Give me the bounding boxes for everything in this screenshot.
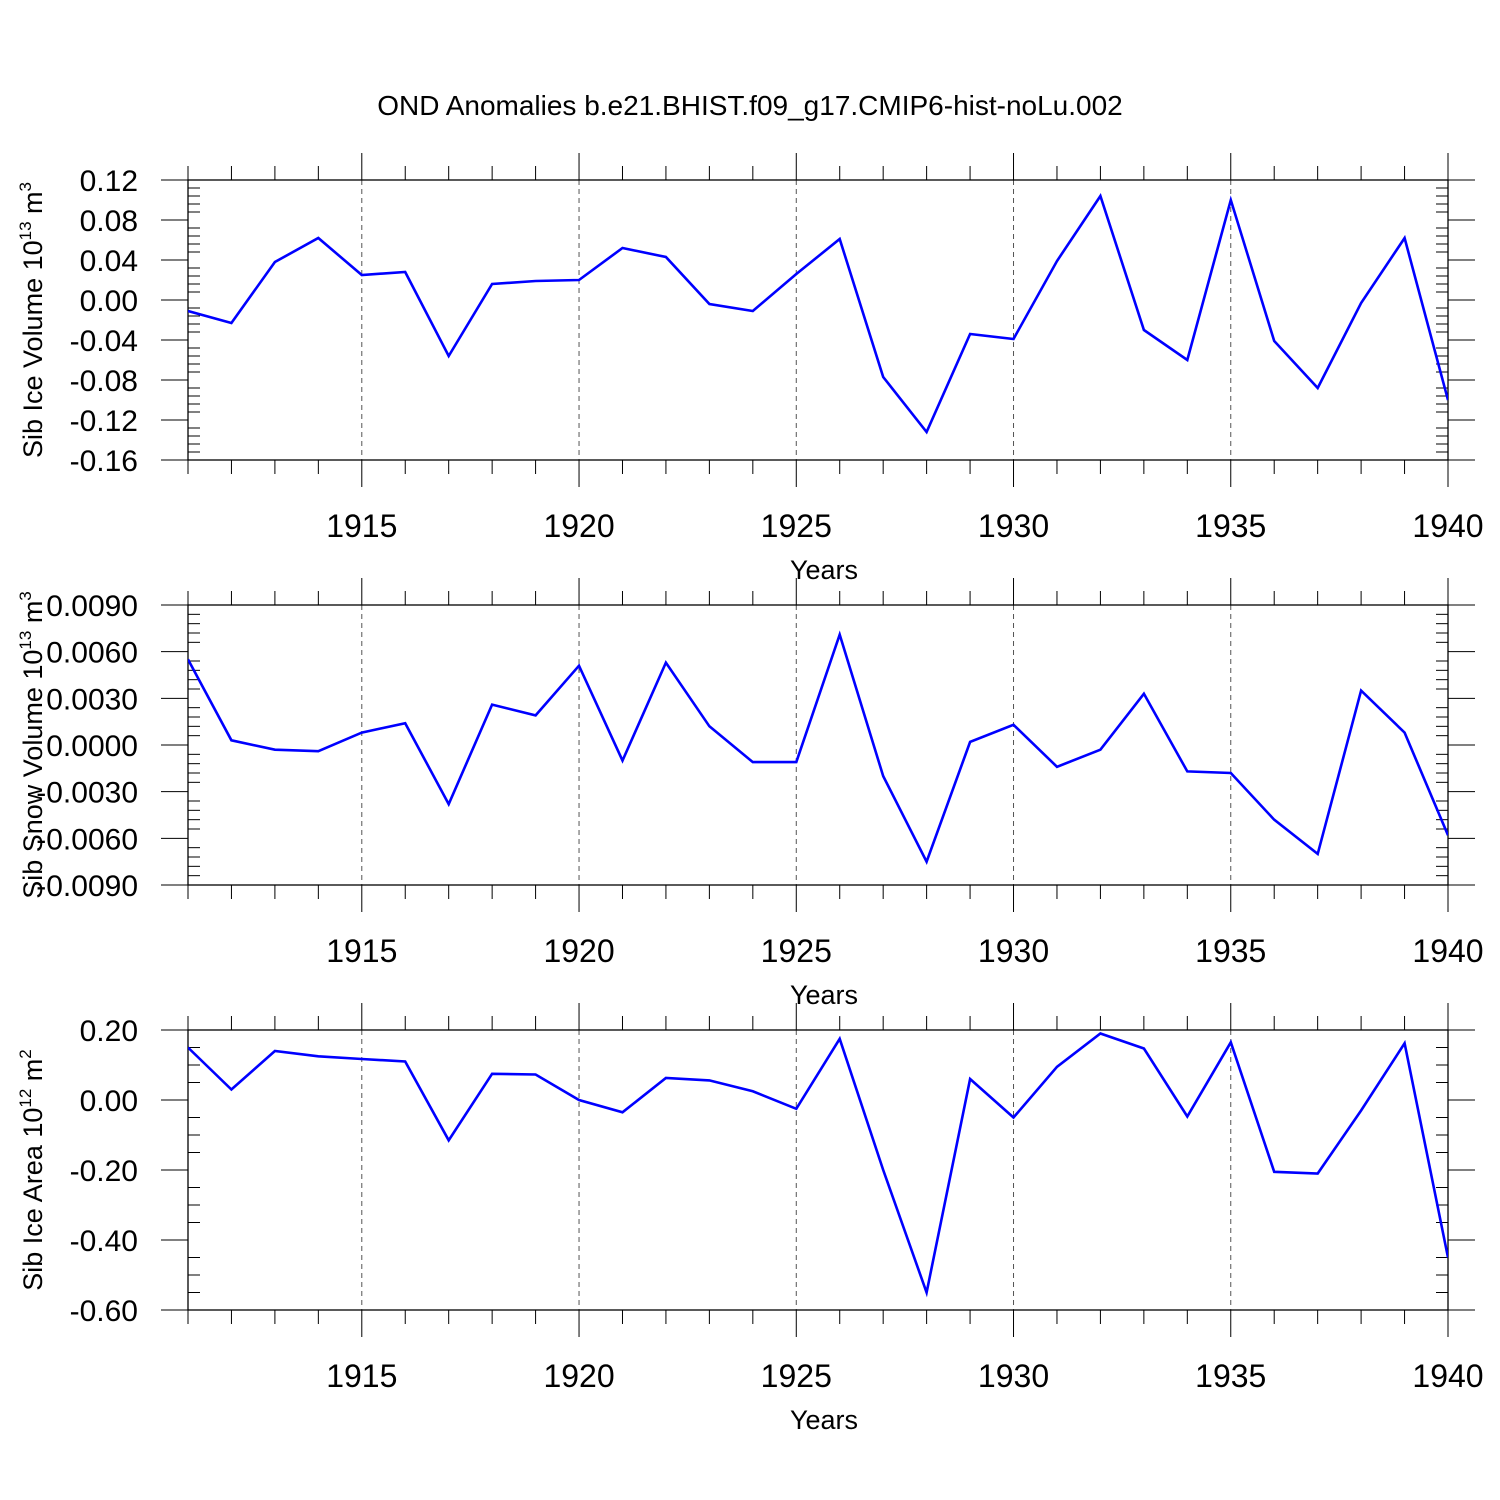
- y-tick-label: 0.20: [80, 1015, 138, 1048]
- y-axis-title-exponent: 13: [16, 631, 35, 650]
- x-tick-label: 1925: [761, 1358, 832, 1394]
- y-axis-title-text: Sib Snow Volume 10: [18, 650, 48, 899]
- y-tick-label: -0.08: [70, 365, 138, 398]
- y-axis-title-unit-exponent: 2: [16, 1049, 35, 1058]
- x-tick-label: 1915: [326, 1358, 397, 1394]
- x-tick-label: 1930: [978, 1358, 1049, 1394]
- y-axis-title-text: Sib Ice Area 10: [18, 1108, 48, 1291]
- chart-panel-2: 0.0090 0.0060 0.0030 0.0000 -0.0030 -0.0060 -0…: [16, 578, 1484, 1010]
- y-axis-title-exponent: 12: [16, 1089, 35, 1108]
- y-tick-label: 0.0060: [46, 637, 138, 670]
- x-tick-label: 1935: [1195, 508, 1266, 544]
- x-tick-label: 1930: [978, 933, 1049, 969]
- y-tick-label: -0.0090: [36, 870, 138, 903]
- y-tick-label: 0.00: [80, 285, 138, 318]
- y-tick-label: -0.0030: [36, 777, 138, 810]
- x-tick-label: 1940: [1412, 933, 1483, 969]
- x-tick-label: 1925: [761, 508, 832, 544]
- y-axis-title-unit: m: [18, 191, 48, 221]
- x-axis-title: Years: [790, 980, 858, 1010]
- y-axis-title: Sib Ice Volume 1013 m3: [16, 182, 48, 458]
- x-tick-label: 1935: [1195, 1358, 1266, 1394]
- y-tick-label: 0.04: [80, 245, 138, 278]
- plot-frame: [187, 604, 1449, 886]
- series-line: [188, 1032, 1448, 1298]
- y-axis-title-unit: m: [18, 601, 48, 631]
- chart-panel-1: 0.12 0.08 0.04 0.00 -0.04 -0.08 -0.12 -0.16 1915…: [16, 153, 1484, 585]
- y-axis-title-unit-exponent: 3: [16, 182, 35, 191]
- x-tick-label: 1920: [543, 933, 614, 969]
- x-tick-label: 1940: [1412, 508, 1483, 544]
- y-tick-label: 0.0000: [46, 730, 138, 763]
- series-line: [188, 630, 1448, 865]
- y-axis-title-exponent: 13: [16, 221, 35, 240]
- y-tick-label: -0.20: [70, 1155, 138, 1188]
- y-axis-title: Sib Ice Area 1012 m2: [16, 1049, 48, 1291]
- x-axis-title: Years: [790, 1405, 858, 1435]
- y-axis-title-unit: m: [18, 1059, 48, 1089]
- y-tick-label: -0.16: [70, 445, 138, 478]
- plot-frame: [187, 179, 1449, 461]
- x-axis-title: Years: [790, 555, 858, 585]
- y-axis-title-text: Sib Ice Volume 10: [18, 240, 48, 458]
- y-tick-label: -0.04: [70, 325, 138, 358]
- y-tick-label: -0.40: [70, 1225, 138, 1258]
- x-tick-label: 1925: [761, 933, 832, 969]
- y-axis-title: Sib Snow Volume 1013 m3: [16, 591, 48, 899]
- panels: 0.12 0.08 0.04 0.00 -0.04 -0.08 -0.12 -0.16 1915…: [16, 153, 1484, 1435]
- y-tick-label: -0.12: [70, 405, 138, 438]
- x-tick-label: 1930: [978, 508, 1049, 544]
- x-tick-label: 1935: [1195, 933, 1266, 969]
- x-tick-label: 1915: [326, 933, 397, 969]
- x-tick-label: 1940: [1412, 1358, 1483, 1394]
- y-tick-label: 0.00: [80, 1085, 138, 1118]
- x-tick-label: 1920: [543, 1358, 614, 1394]
- y-axis-title-unit-exponent: 3: [16, 591, 35, 600]
- y-tick-label: 0.12: [80, 165, 138, 198]
- y-tick-label: 0.0030: [46, 683, 138, 716]
- y-tick-label: -0.60: [70, 1295, 138, 1328]
- chart-panel-3: 0.20 0.00 -0.20 -0.40 -0.60 1915 1920 1925 1930 1…: [16, 1003, 1484, 1435]
- chart-title: OND Anomalies b.e21.BHIST.f09_g17.CMIP6-…: [377, 90, 1123, 121]
- y-tick-label: 0.08: [80, 205, 138, 238]
- y-tick-label: -0.0060: [36, 823, 138, 856]
- x-tick-label: 1920: [543, 508, 614, 544]
- x-tick-label: 1915: [326, 508, 397, 544]
- y-tick-label: 0.0090: [46, 590, 138, 623]
- series-line: [188, 193, 1448, 435]
